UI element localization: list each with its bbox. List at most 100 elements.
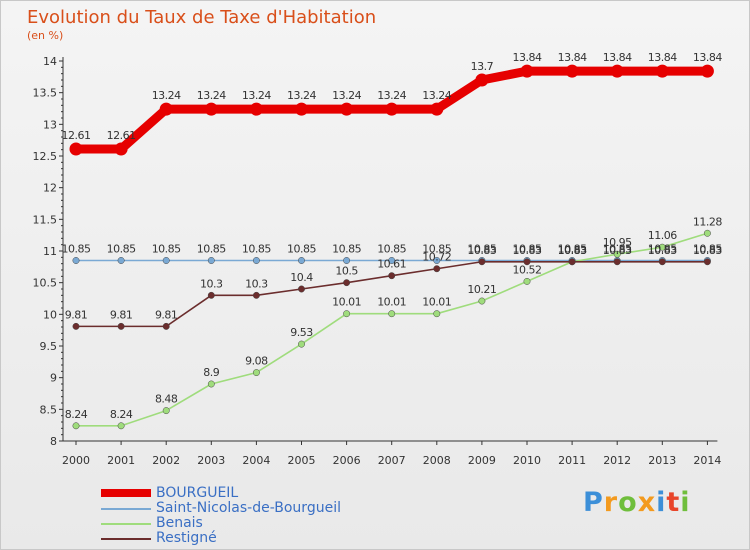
data-point <box>655 64 669 78</box>
data-label: 10.83 <box>558 244 587 257</box>
data-label: 10.52 <box>513 263 542 276</box>
data-point <box>72 422 80 430</box>
data-point <box>298 257 305 264</box>
y-tick-label: 12 <box>43 182 57 195</box>
data-point <box>658 243 666 251</box>
data-label: 13.84 <box>513 51 542 64</box>
data-point <box>207 257 215 264</box>
data-point <box>252 291 260 299</box>
data-label: 10.4 <box>290 271 313 284</box>
data-point <box>298 285 305 293</box>
data-point <box>613 250 621 258</box>
data-label: 13.24 <box>332 89 361 102</box>
y-tick-label: 9 <box>50 372 57 385</box>
data-label: 11.28 <box>693 215 722 228</box>
data-point <box>433 265 441 273</box>
data-point <box>162 322 170 330</box>
data-point <box>523 258 531 266</box>
data-label: 10.83 <box>693 244 722 257</box>
data-label: 8.48 <box>155 393 178 406</box>
data-label: 10.83 <box>467 244 496 257</box>
data-point <box>613 258 621 266</box>
data-label: 13.84 <box>558 51 587 64</box>
y-tick-label: 8.5 <box>40 403 58 416</box>
x-tick-label: 2004 <box>242 454 270 467</box>
y-tick-label: 13 <box>43 118 57 131</box>
data-label: 13.24 <box>197 89 226 102</box>
data-label: 13.24 <box>287 89 316 102</box>
data-point <box>478 258 486 266</box>
x-tick-label: 2014 <box>693 454 721 467</box>
data-label: 12.61 <box>62 129 91 142</box>
data-label: 10.95 <box>603 236 632 249</box>
data-point <box>478 297 486 305</box>
y-tick-label: 14 <box>43 55 57 68</box>
data-point <box>204 102 218 116</box>
y-tick-label: 12.5 <box>33 150 58 163</box>
x-tick-label: 2007 <box>378 454 406 467</box>
data-label: 13.24 <box>377 89 406 102</box>
y-tick-label: 11.5 <box>33 213 58 226</box>
x-tick-label: 2011 <box>558 454 586 467</box>
data-label: 10.85 <box>377 243 406 256</box>
data-point <box>568 258 576 266</box>
data-label: 10.85 <box>197 243 226 256</box>
logo-letter: x <box>637 487 657 518</box>
data-point <box>340 102 354 116</box>
data-point <box>565 64 579 78</box>
data-label: 10.85 <box>467 243 496 256</box>
data-label: 10.83 <box>648 244 677 257</box>
legend-swatch-benais <box>101 523 151 525</box>
data-point <box>520 64 534 78</box>
data-label: 10.01 <box>332 296 361 309</box>
data-label: 10.85 <box>422 243 451 256</box>
data-label: 9.81 <box>65 308 88 321</box>
x-tick-label: 2001 <box>107 454 135 467</box>
y-tick-label: 8 <box>50 435 57 448</box>
data-point <box>430 102 444 116</box>
logo-letter: i <box>656 487 667 518</box>
data-label: 10.85 <box>603 243 632 256</box>
logo-letter: t <box>666 487 681 518</box>
data-label: 9.53 <box>290 326 313 339</box>
data-point <box>117 322 125 330</box>
x-tick-label: 2005 <box>288 454 316 467</box>
data-label: 9.81 <box>110 308 133 321</box>
legend-label-restigne: Restigné <box>156 530 217 546</box>
logo-letter: i <box>680 487 691 518</box>
data-point <box>207 291 215 299</box>
logo-letter: P <box>583 487 604 518</box>
data-point <box>343 257 351 264</box>
data-label: 13.84 <box>603 51 632 64</box>
legend-swatch-saint-nicolas <box>101 508 151 510</box>
x-tick-label: 2009 <box>468 454 496 467</box>
data-point <box>72 322 80 330</box>
data-label: 13.24 <box>242 89 271 102</box>
data-point <box>207 380 215 388</box>
data-label: 10.83 <box>603 244 632 257</box>
data-point <box>69 142 83 156</box>
data-label: 10.85 <box>287 243 316 256</box>
legend-swatch-bourgueil <box>101 489 151 497</box>
data-label: 10.01 <box>422 296 451 309</box>
data-point <box>162 407 170 415</box>
x-tick-label: 2010 <box>513 454 541 467</box>
x-tick-label: 2000 <box>62 454 90 467</box>
data-point <box>385 102 399 116</box>
y-tick-label: 11 <box>43 245 57 258</box>
data-label: 8.24 <box>110 408 133 421</box>
legend-label-benais: Benais <box>156 515 203 531</box>
logo-letter: r <box>603 487 619 518</box>
data-point <box>343 310 351 318</box>
data-label: 13.24 <box>422 89 451 102</box>
data-point <box>388 310 396 318</box>
legend-label-saint-nicolas: Saint-Nicolas-de-Bourgueil <box>156 500 341 516</box>
data-point <box>388 272 396 280</box>
data-label: 13.24 <box>152 89 181 102</box>
x-tick-label: 2008 <box>423 454 451 467</box>
data-label: 10.85 <box>558 243 587 256</box>
data-point <box>658 258 666 266</box>
data-label: 10.3 <box>245 277 268 290</box>
y-tick-label: 13.5 <box>33 87 58 100</box>
data-point <box>117 422 125 430</box>
